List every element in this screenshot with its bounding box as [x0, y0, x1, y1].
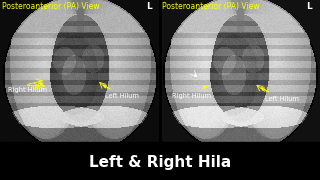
Text: Left Hilum: Left Hilum [261, 88, 299, 102]
Text: L: L [146, 2, 152, 11]
Text: L: L [306, 2, 312, 11]
Text: Left Hilum: Left Hilum [103, 85, 139, 99]
Text: Posteroanterior (PA) View: Posteroanterior (PA) View [162, 2, 260, 11]
Text: Right Hilum: Right Hilum [172, 86, 211, 99]
Text: Left & Right Hila: Left & Right Hila [89, 155, 231, 170]
Bar [0, 142, 320, 180]
Text: Right Hilum: Right Hilum [8, 83, 47, 93]
Text: Posteroanterior (PA) View: Posteroanterior (PA) View [2, 2, 100, 11]
